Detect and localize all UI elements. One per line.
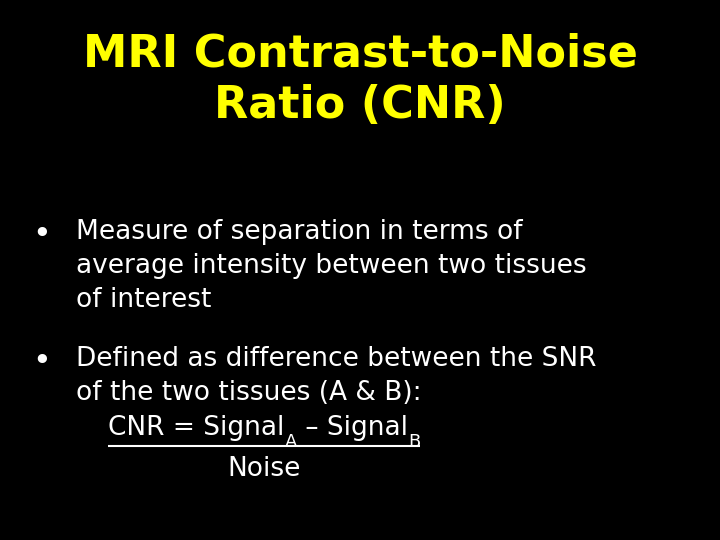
Text: B: B [408, 433, 420, 450]
Text: MRI Contrast-to-Noise
Ratio (CNR): MRI Contrast-to-Noise Ratio (CNR) [83, 32, 637, 127]
Text: •: • [32, 219, 51, 249]
Text: Measure of separation in terms of
average intensity between two tissues
of inter: Measure of separation in terms of averag… [76, 219, 586, 313]
Text: Defined as difference between the SNR
of the two tissues (A & B):: Defined as difference between the SNR of… [76, 346, 596, 406]
Text: A: A [284, 433, 297, 450]
Text: •: • [32, 346, 51, 376]
Text: – Signal: – Signal [297, 415, 408, 441]
Text: CNR = Signal: CNR = Signal [108, 415, 284, 441]
Text: Noise: Noise [228, 456, 301, 482]
